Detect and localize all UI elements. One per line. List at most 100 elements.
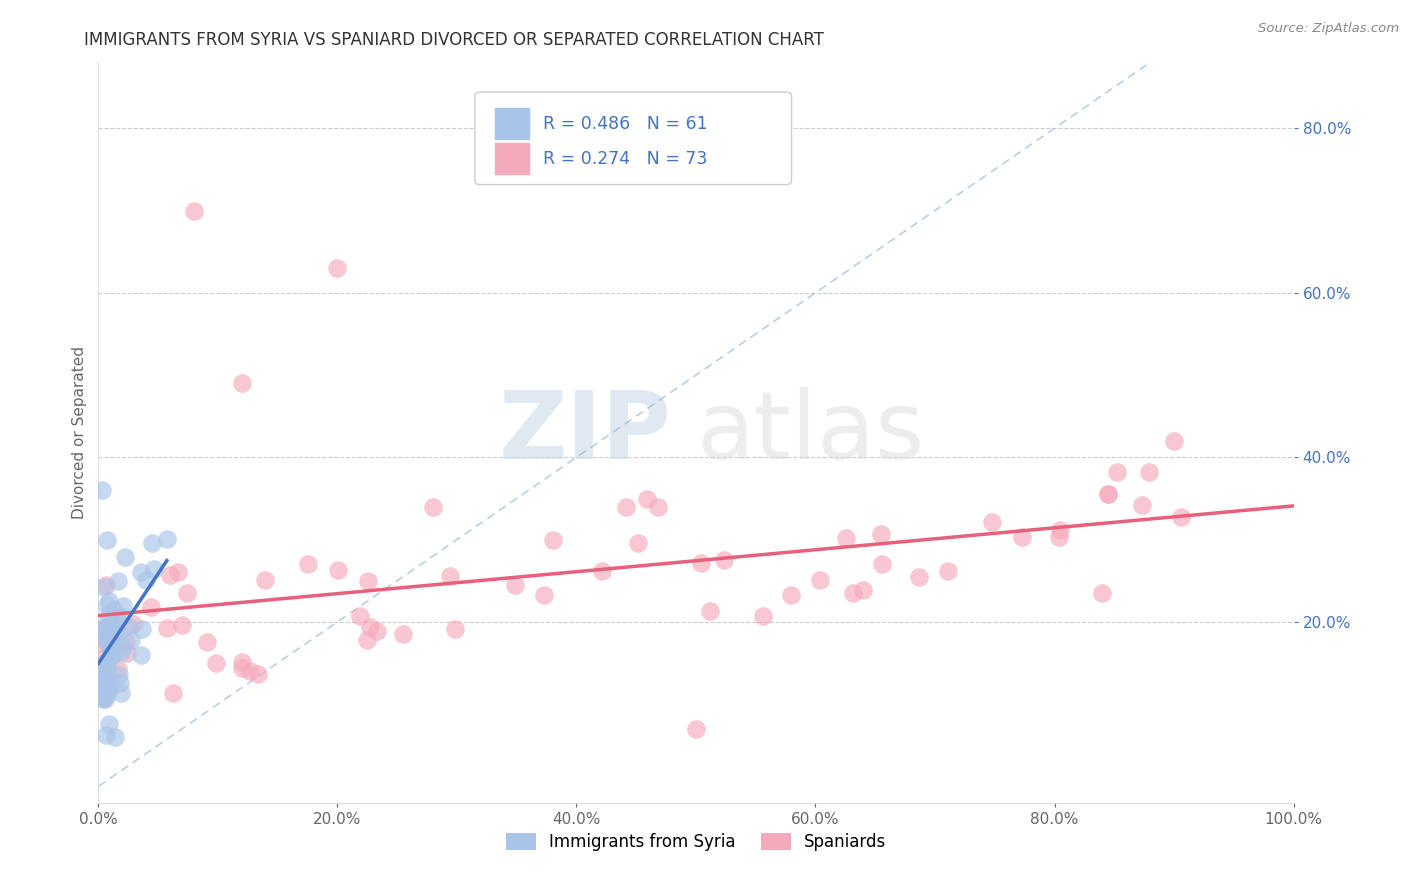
Point [97, 612, 120, 626]
Point [87, 636, 110, 650]
FancyBboxPatch shape [475, 92, 792, 185]
Point [91, 692, 114, 706]
Point [98, 633, 121, 648]
Text: IMMIGRANTS FROM SYRIA VS SPANIARD DIVORCED OR SEPARATED CORRELATION CHART: IMMIGRANTS FROM SYRIA VS SPANIARD DIVORC… [84, 31, 824, 49]
Point [176, 586, 198, 600]
Point [98, 593, 121, 607]
Point [108, 676, 131, 690]
Point [713, 552, 735, 566]
Point [96, 687, 118, 701]
Point [297, 558, 319, 572]
Point [97, 638, 120, 652]
Point [100, 648, 122, 662]
Point [842, 586, 865, 600]
Point [170, 618, 193, 632]
Point [239, 665, 262, 679]
Point [97, 607, 120, 622]
Point [1105, 465, 1128, 479]
Point [104, 731, 127, 745]
Point [908, 570, 931, 584]
Point [1137, 465, 1160, 479]
Point [752, 609, 775, 624]
Point [97, 682, 120, 697]
Point [780, 588, 803, 602]
Point [231, 655, 253, 669]
Point [103, 602, 125, 616]
Point [96, 728, 118, 742]
Point [326, 261, 349, 276]
Point [96, 533, 118, 547]
Point [936, 564, 959, 578]
Point [1091, 586, 1114, 600]
Point [356, 632, 378, 647]
Point [98, 628, 121, 642]
Point [107, 574, 129, 588]
Point [90, 623, 112, 637]
Point [91, 630, 114, 644]
Point [93, 580, 115, 594]
Point [167, 565, 190, 579]
Point [195, 634, 218, 648]
Point [131, 622, 153, 636]
Point [96, 659, 118, 673]
Point [254, 574, 277, 588]
Point [98, 677, 121, 691]
Point [94, 651, 117, 665]
Text: ZIP: ZIP [499, 386, 672, 479]
Point [205, 657, 228, 671]
Point [246, 667, 269, 681]
Point [1163, 434, 1185, 448]
Point [120, 632, 142, 647]
Point [97, 636, 120, 650]
Point [100, 649, 122, 664]
Point [135, 573, 157, 587]
Point [97, 624, 120, 638]
Point [96, 598, 118, 612]
Point [112, 599, 135, 613]
Point [349, 608, 371, 623]
Point [91, 671, 114, 685]
Point [357, 574, 380, 588]
Point [326, 563, 349, 577]
Point [94, 692, 117, 706]
Point [231, 661, 253, 675]
Point [110, 685, 132, 699]
Text: R = 0.486   N = 61: R = 0.486 N = 61 [543, 115, 707, 133]
Point [89, 674, 111, 689]
Point [690, 556, 713, 570]
Point [100, 644, 122, 658]
Point [835, 531, 858, 545]
Point [359, 619, 381, 633]
Point [87, 624, 110, 638]
Point [115, 634, 138, 648]
Point [93, 691, 115, 706]
Point [107, 625, 129, 640]
Point [131, 565, 153, 579]
Point [505, 578, 527, 592]
Point [159, 568, 181, 582]
Point [1170, 510, 1192, 524]
Point [852, 582, 875, 597]
Point [444, 622, 467, 636]
Point [162, 686, 184, 700]
Point [94, 578, 117, 592]
Legend: Immigrants from Syria, Spaniards: Immigrants from Syria, Spaniards [499, 826, 893, 857]
Point [1047, 530, 1070, 544]
Point [98, 717, 121, 731]
Text: Source: ZipAtlas.com: Source: ZipAtlas.com [1258, 22, 1399, 36]
Point [117, 619, 139, 633]
Point [870, 557, 893, 571]
Point [636, 491, 658, 506]
Point [107, 668, 129, 682]
Point [93, 621, 115, 635]
Point [98, 640, 121, 655]
Text: atlas: atlas [696, 386, 924, 479]
Point [422, 500, 444, 514]
Point [97, 627, 120, 641]
Point [101, 624, 124, 638]
Point [981, 515, 1004, 529]
FancyBboxPatch shape [495, 108, 529, 139]
Point [1011, 530, 1033, 544]
Point [100, 618, 122, 632]
Point [111, 640, 134, 654]
